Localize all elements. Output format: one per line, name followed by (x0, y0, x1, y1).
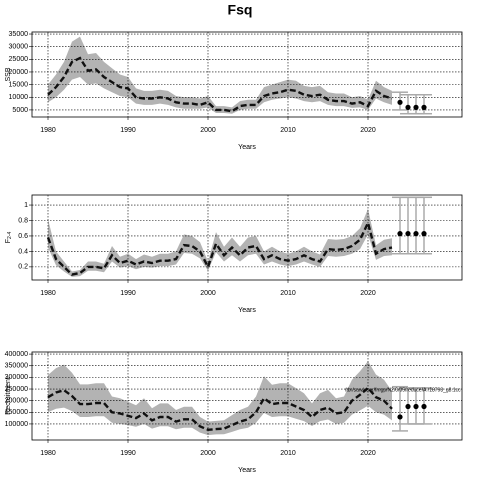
x-tick-label: 1980 (40, 290, 56, 297)
y-tick-label: 15000 (9, 81, 29, 88)
projection-point (405, 231, 411, 237)
y-tick-label: 200000 (5, 397, 28, 404)
x-tick-label: 2010 (280, 290, 296, 297)
x-tick-label: 2020 (360, 127, 376, 134)
projection-point (421, 231, 427, 237)
y-tick-label: 350000 (5, 363, 28, 370)
x-tick-label: 1990 (120, 127, 136, 134)
confidence-band (48, 208, 392, 277)
y-tick-label: 10000 (9, 94, 29, 101)
y-axis-label: SSB (5, 67, 12, 81)
y-axis-label-sub: 2-4 (7, 232, 13, 239)
plot-frame (31, 31, 463, 118)
y-tick-label: 35000 (9, 31, 29, 38)
y-tick-label: 25000 (9, 56, 29, 63)
projection-point (397, 99, 403, 105)
y-tick-label: 0.8 (18, 217, 28, 224)
projection-point (405, 403, 411, 410)
y-tick-label: 1 (24, 202, 28, 209)
x-tick-label: 1980 (40, 450, 56, 457)
y-axis-label-main: Recruitment (5, 377, 12, 415)
projection-point (421, 403, 427, 410)
x-tick-label: 2010 (280, 450, 296, 457)
x-axis-label: Years (238, 144, 256, 151)
y-tick-label: 5000 (12, 107, 28, 114)
plot-frame (31, 194, 463, 281)
median-line (46, 219, 393, 276)
y-tick-label: 400000 (5, 351, 28, 358)
projection-point (397, 414, 403, 420)
y-tick-label: 0.2 (18, 264, 28, 271)
projection-point (413, 231, 419, 237)
projection-point (405, 104, 411, 110)
x-tick-label: 2000 (200, 127, 216, 134)
x-tick-label: 1980 (40, 127, 56, 134)
y-axis-label-main: F (5, 239, 12, 243)
x-tick-label: 2000 (200, 450, 216, 457)
y-tick-label: 150000 (5, 409, 28, 416)
annotation: /tbr/saw/user/fmgp/N2/0/05/reduce/A r187… (345, 387, 461, 393)
x-tick-label: 2020 (360, 290, 376, 297)
x-tick-label: 2020 (360, 450, 376, 457)
x-tick-label: 1990 (120, 450, 136, 457)
median-line (47, 56, 393, 113)
confidence-band (48, 361, 392, 436)
y-tick-label: 100000 (5, 421, 28, 428)
y-tick-label: 0.6 (18, 233, 28, 240)
projection-point (421, 104, 427, 110)
y-tick-label: 20000 (9, 69, 29, 76)
median-line (47, 386, 393, 432)
x-tick-label: 2000 (200, 290, 216, 297)
projection-point (397, 231, 403, 237)
y-tick-label: 250000 (5, 386, 28, 393)
y-axis-label-main: SSB (5, 67, 12, 81)
confidence-band (48, 36, 392, 114)
plot-frame (31, 351, 463, 441)
x-axis-label: Years (238, 307, 256, 314)
projection-point (413, 403, 419, 410)
x-tick-label: 1990 (120, 290, 136, 297)
y-axis-label: Recruitment (5, 377, 12, 415)
y-tick-label: 300000 (5, 374, 28, 381)
x-tick-label: 2010 (280, 127, 296, 134)
x-axis-label: Years (238, 467, 256, 474)
y-axis-label: F2-4 (5, 232, 13, 244)
projection-point (413, 104, 419, 110)
y-tick-label: 0.4 (18, 248, 28, 255)
y-tick-label: 30000 (9, 44, 29, 51)
chart-title: Fsq (228, 2, 253, 18)
